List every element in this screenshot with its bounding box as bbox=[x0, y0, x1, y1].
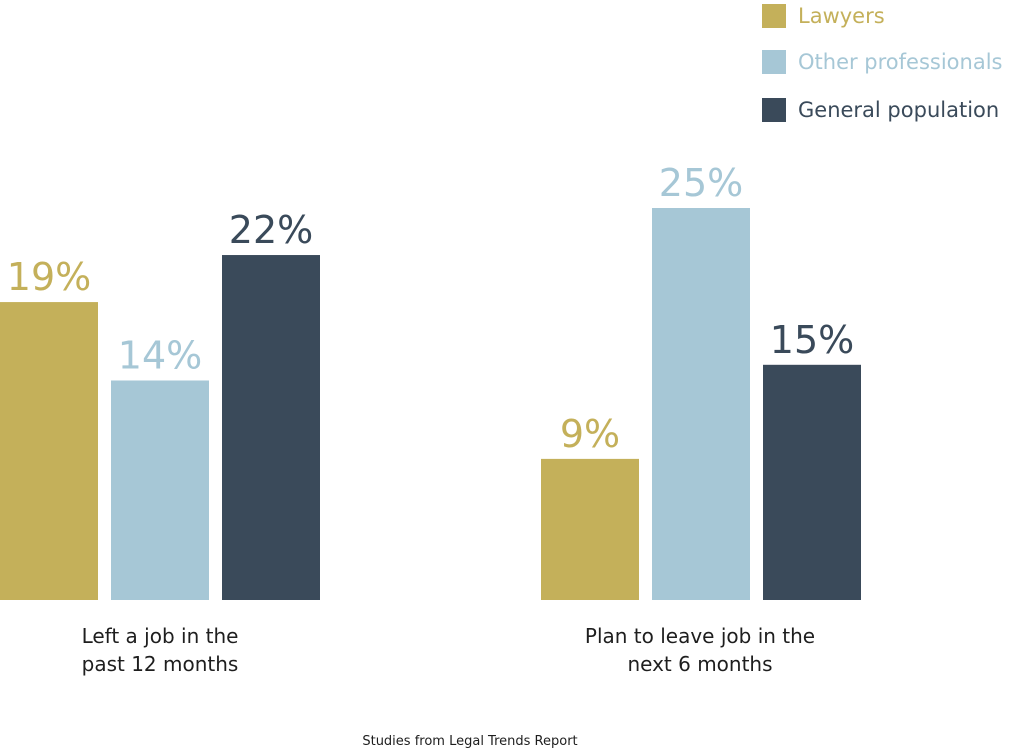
legend-label-lawyers: Lawyers bbox=[798, 4, 885, 28]
category-label-line: Left a job in the bbox=[81, 624, 239, 648]
data-label-lawyers-1: 19% bbox=[7, 255, 91, 299]
data-label-general-population-2: 15% bbox=[770, 318, 854, 362]
category-label-line: Plan to leave job in the bbox=[584, 624, 816, 648]
legend-swatch-lawyers bbox=[762, 4, 786, 28]
category-label-line: past 12 months bbox=[81, 652, 239, 676]
data-label-other-professionals-2: 25% bbox=[659, 161, 743, 205]
bar-other-professionals-2 bbox=[652, 208, 750, 600]
bar-lawyers-1 bbox=[0, 302, 98, 600]
legend-label-general-population: General population bbox=[798, 98, 1000, 122]
bar-general-population-2 bbox=[763, 364, 861, 600]
data-label-lawyers-2: 9% bbox=[560, 412, 620, 456]
category-label-line: next 6 months bbox=[627, 652, 773, 676]
bar-general-population-1 bbox=[222, 255, 320, 601]
data-label-general-population-1: 22% bbox=[229, 208, 313, 252]
legend-swatch-general-population bbox=[762, 98, 786, 122]
bar-other-professionals-1 bbox=[111, 380, 209, 600]
legend-swatch-other-professionals bbox=[762, 50, 786, 74]
category-label-plan-to-leave: Plan to leave job in the next 6 months bbox=[550, 622, 850, 678]
category-label-left-a-job: Left a job in the past 12 months bbox=[10, 622, 310, 678]
legend-label-other-professionals: Other professionals bbox=[798, 50, 1003, 74]
footnote: Studies from Legal Trends Report bbox=[362, 734, 578, 749]
bar-lawyers-2 bbox=[541, 458, 639, 600]
data-label-other-professionals-1: 14% bbox=[118, 333, 202, 377]
